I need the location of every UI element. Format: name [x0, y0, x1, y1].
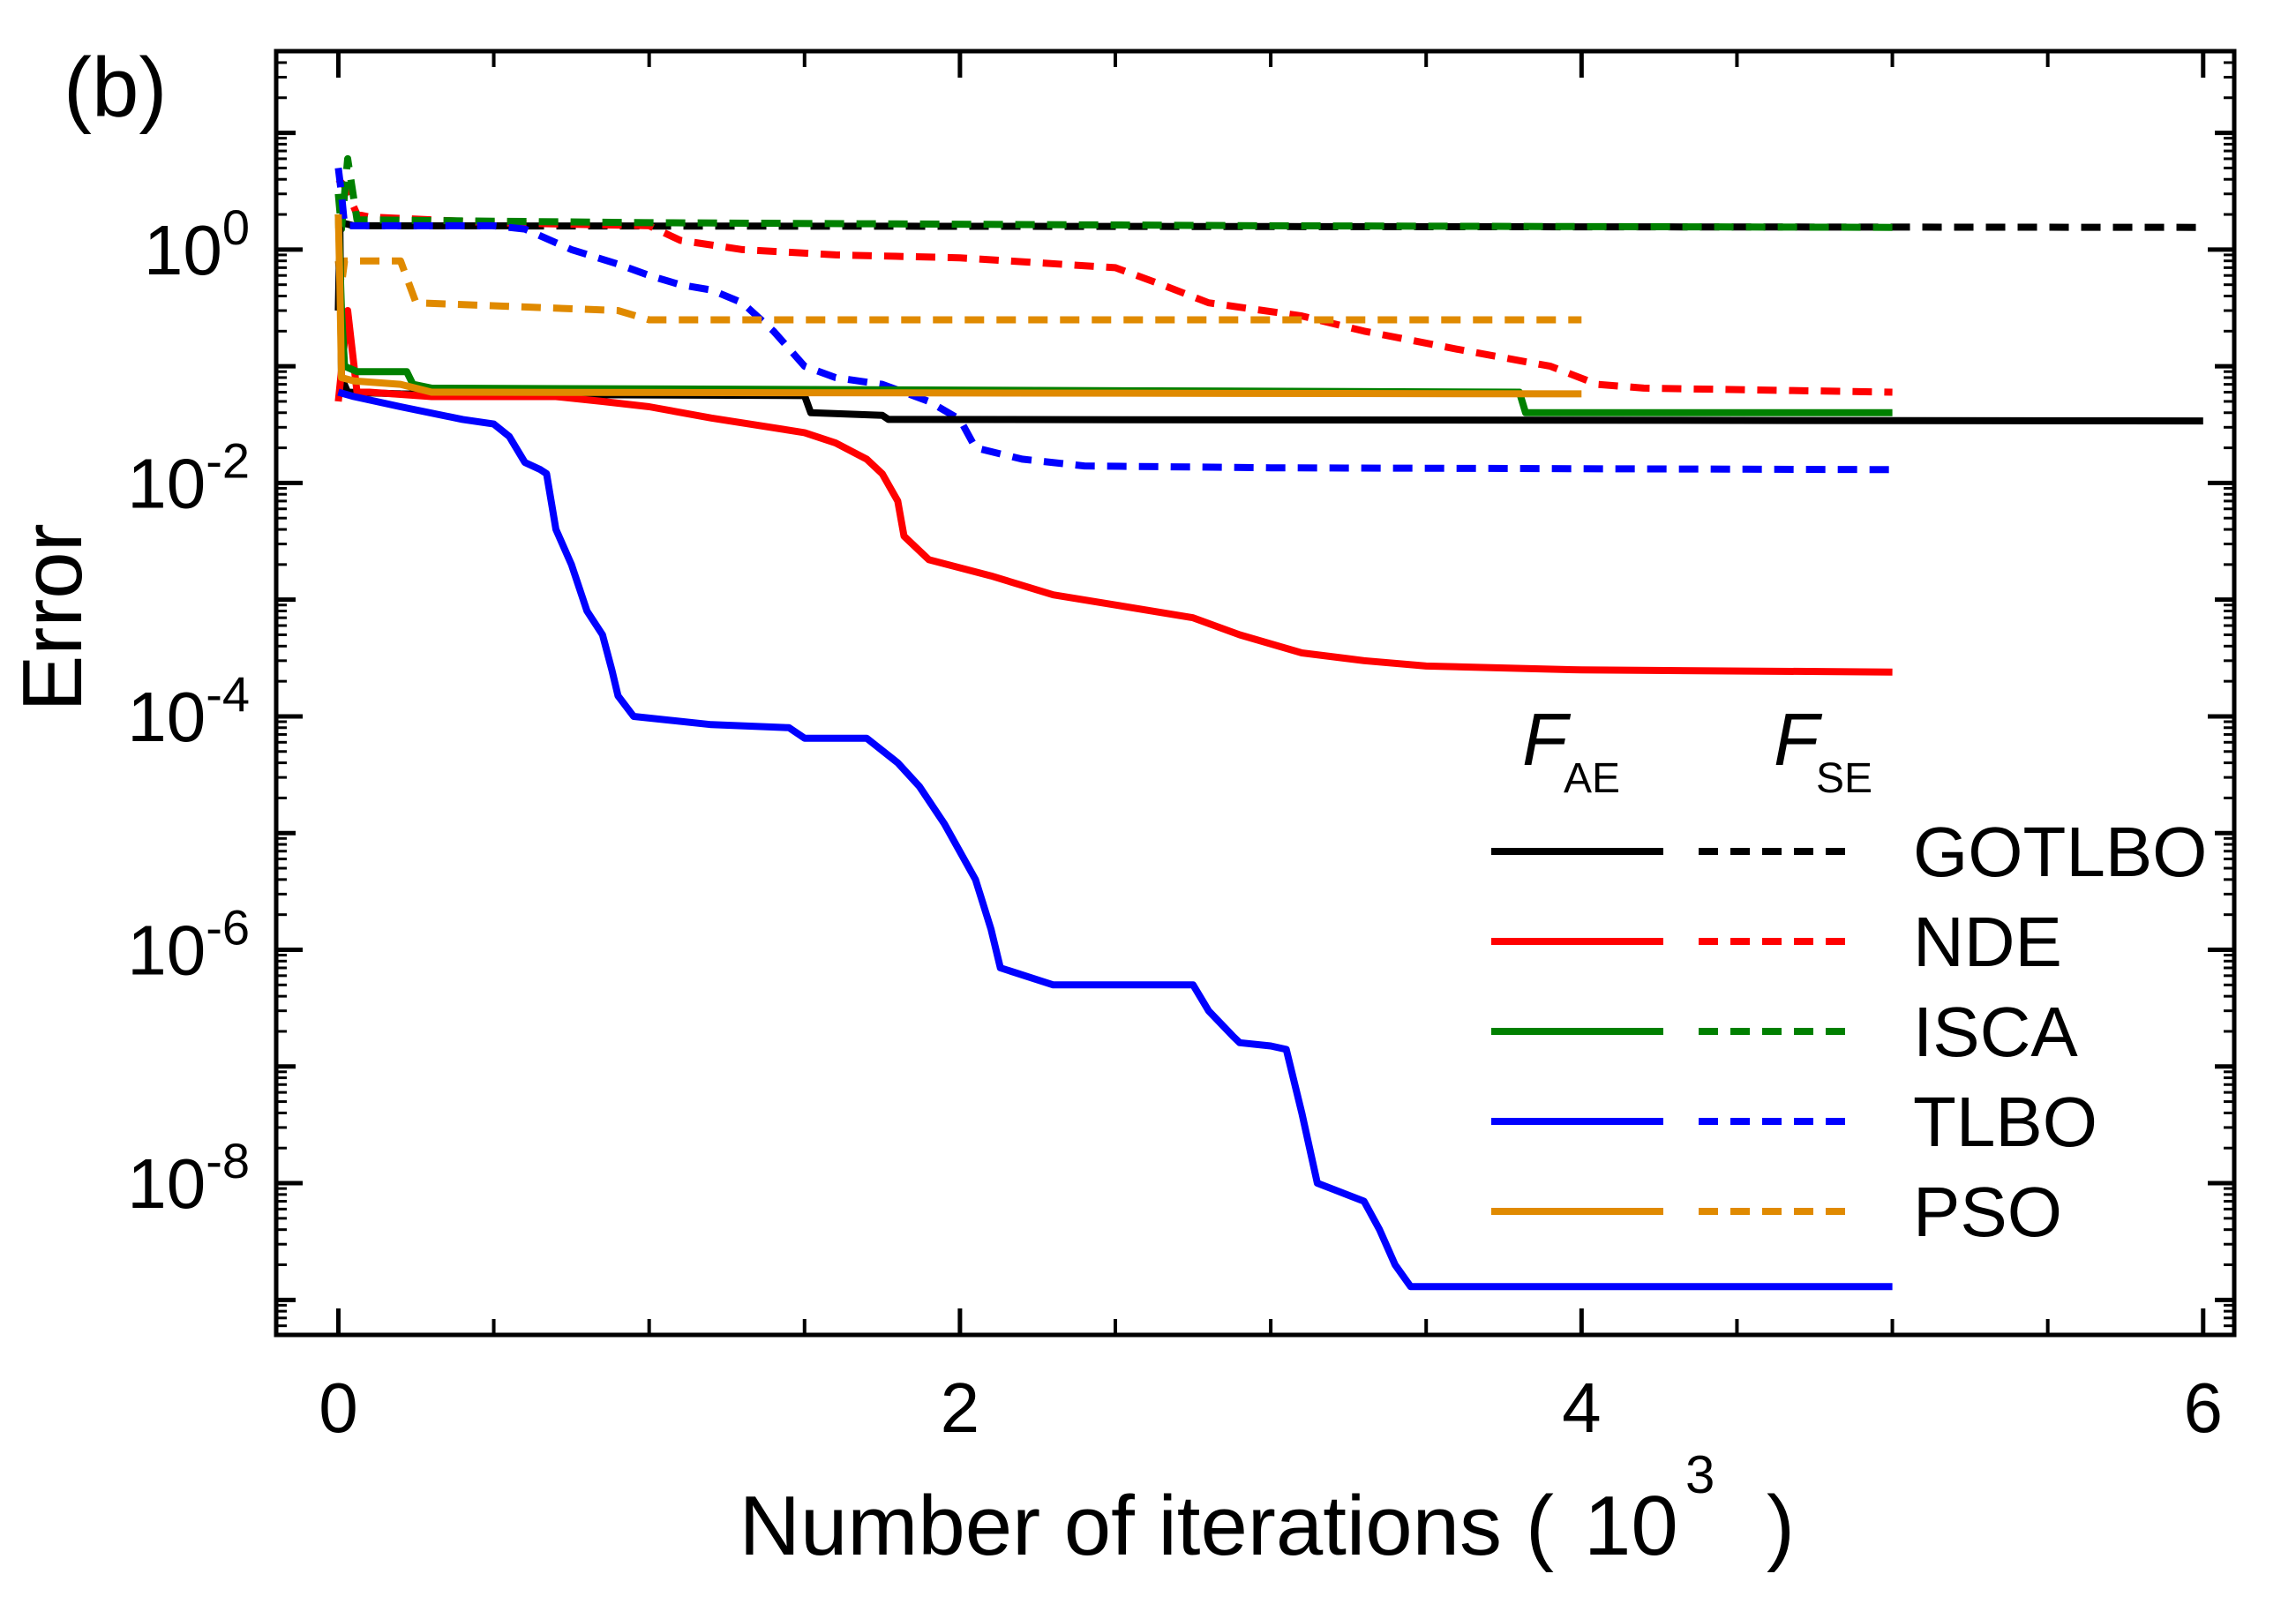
series-layer: [334, 154, 2203, 1291]
legend-rows: GOTLBO NDE ISCA TLBO PSO: [1491, 813, 2207, 1251]
x-axis-title-group: Number of iterations ( 10 3 ): [739, 1445, 1795, 1573]
legend: F AE F SE GOTLBO NDE ISCA TLBO PSO: [1491, 698, 2207, 1251]
legend-header-se-main: F: [1774, 698, 1823, 781]
plot-frame: [274, 49, 2237, 1338]
series-line-tlbo-ae: [337, 388, 1893, 1291]
legend-header-se: F SE: [1774, 698, 1872, 802]
y-axis-title: Error: [5, 523, 100, 711]
legend-header-se-sub: SE: [1816, 755, 1872, 802]
legend-header-ae: F AE: [1522, 698, 1620, 802]
x-tick-label: 6: [2184, 1368, 2224, 1447]
legend-label-isca: ISCA: [1913, 993, 2078, 1071]
x-axis-unit-open: (: [1526, 1479, 1554, 1573]
y-tick-label: 10-8: [127, 1133, 250, 1223]
y-tick-label: 10-6: [127, 900, 250, 990]
x-axis-title: Number of iterations: [739, 1479, 1502, 1573]
legend-label-gotlbo: GOTLBO: [1913, 813, 2207, 891]
legend-label-nde: NDE: [1913, 903, 2062, 981]
x-axis-unit-exponent: 3: [1685, 1445, 1714, 1504]
legend-label-tlbo: TLBO: [1913, 1083, 2097, 1161]
y-tick-label: 10-2: [127, 432, 250, 522]
legend-header-ae-main: F: [1522, 698, 1572, 781]
legend-header-ae-sub: AE: [1564, 755, 1620, 802]
x-tick-label: 0: [319, 1368, 358, 1447]
x-axis-unit-close: ): [1767, 1479, 1795, 1573]
axes-layer: 0 2 4 6 100 10-2 10-4 10-6 10-8: [127, 49, 2237, 1447]
y-tick-label: 10-4: [127, 666, 250, 756]
series-line-pso-ae: [334, 214, 1582, 398]
panel-label: (b): [64, 41, 167, 135]
legend-label-pso: PSO: [1913, 1173, 2062, 1251]
x-axis-unit-base: 10: [1584, 1479, 1678, 1573]
x-tick-label: 2: [941, 1368, 980, 1447]
series-line-nde-ae: [334, 307, 1893, 676]
x-tick-label: 4: [1562, 1368, 1602, 1447]
y-tick-label: 100: [144, 199, 250, 289]
